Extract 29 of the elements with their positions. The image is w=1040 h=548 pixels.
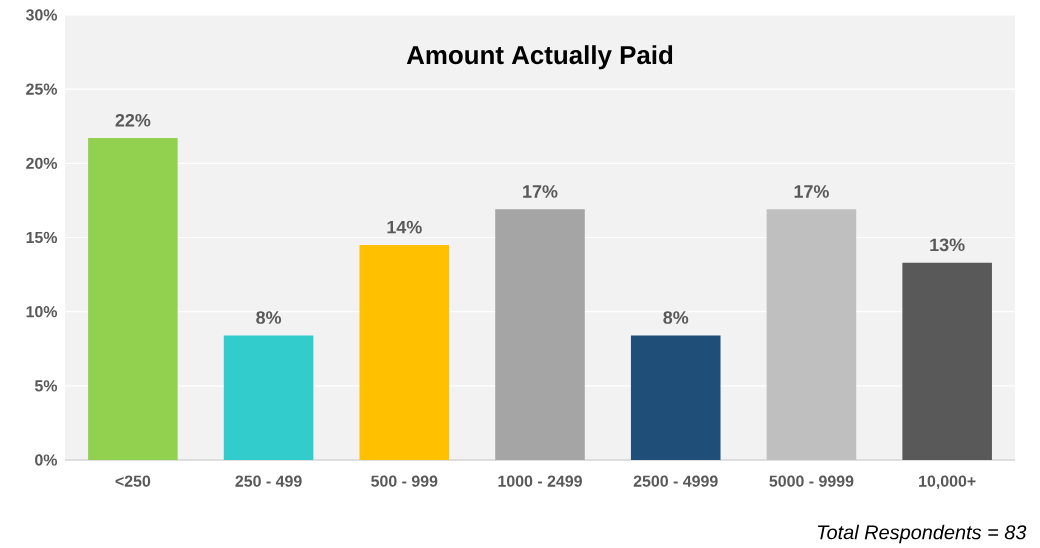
y-tick-label: 5%	[34, 380, 58, 392]
data-label: 17%	[794, 185, 829, 198]
y-tick-label: 15%	[26, 231, 58, 244]
y-tick-label: 10%	[26, 306, 58, 318]
y-tick-label: 0%	[35, 454, 58, 466]
text: Amount Actually Paid	[406, 45, 673, 70]
data-label: 22%	[115, 113, 151, 127]
bar	[223, 335, 314, 460]
data-label: 17%	[523, 185, 558, 198]
x-tick-label: 250 - 499	[235, 475, 302, 487]
bar	[88, 138, 178, 460]
y-tick-label: 30%	[25, 9, 58, 21]
bar	[495, 209, 585, 460]
text: Total Respondents = 83	[817, 524, 1027, 544]
y-tick-label: 25%	[26, 83, 58, 95]
x-tick-label: 5000 - 9999	[769, 475, 854, 487]
data-label: 14%	[387, 220, 422, 234]
bar	[902, 262, 992, 460]
bar	[630, 335, 721, 460]
x-tick-label: 500 - 999	[371, 475, 438, 487]
x-tick-label: 10,000+	[919, 475, 976, 490]
x-tick-label: 1000 - 2499	[498, 475, 582, 487]
x-tick-label: 2500 - 4999	[633, 475, 718, 487]
y-tick-label: 20%	[26, 157, 58, 169]
data-label: 8%	[256, 311, 282, 324]
x-tick-label: <250	[115, 475, 151, 487]
data-label: 8%	[663, 311, 689, 324]
data-label: 13%	[930, 238, 965, 252]
bar	[359, 244, 450, 460]
